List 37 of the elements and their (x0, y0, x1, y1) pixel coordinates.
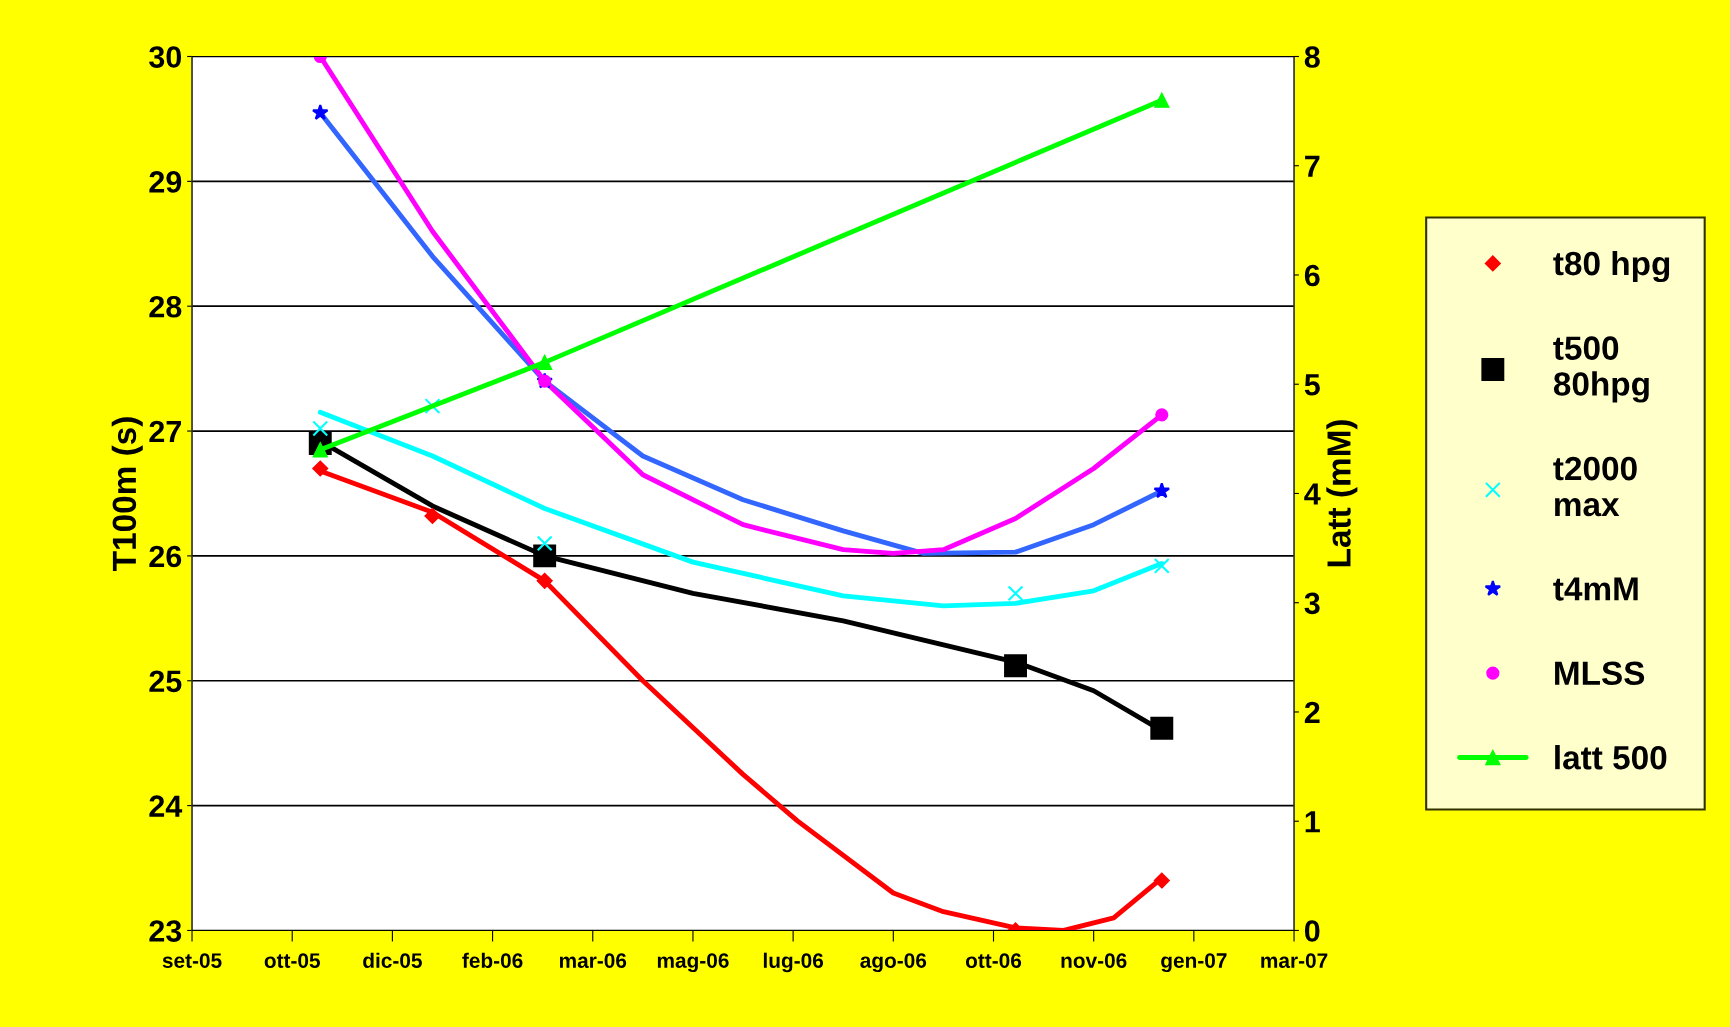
x-tick-label: feb-06 (462, 952, 523, 968)
y2-tick-label: 6 (1304, 264, 1320, 287)
x-tick-label: dic-05 (363, 952, 422, 968)
y-tick-label: 25 (149, 670, 182, 693)
y2-tick-label: 8 (1304, 46, 1320, 68)
x-tick-label: gen-07 (1161, 953, 1227, 973)
x-tick-label: mar-07 (1261, 953, 1328, 968)
legend-label: t500 80hpg (1553, 336, 1649, 403)
x-tick-label: ott-06 (965, 953, 1022, 968)
y-tick-label: 23 (149, 920, 182, 942)
legend-label: t4mM (1553, 577, 1638, 601)
legend-label: t80 hpg (1553, 250, 1670, 283)
x-tick-label: ott-05 (264, 953, 320, 968)
x-tick-label: mar-06 (559, 953, 627, 968)
x-tick-label: lug-06 (763, 952, 824, 973)
y-axis-title: T100m (s) (111, 417, 143, 571)
y2-tick-label: 7 (1305, 155, 1320, 177)
x-tick-label: set-05 (162, 953, 222, 968)
y2-tick-label: 0 (1304, 920, 1320, 942)
y2-tick-label: 2 (1304, 701, 1320, 724)
legend-label: t2000 max (1553, 456, 1637, 517)
x-tick-label: nov-06 (1061, 953, 1127, 968)
y2-tick-label: 5 (1304, 374, 1320, 396)
y-tick-label: 29 (149, 171, 182, 193)
legend-label: latt 500 (1555, 745, 1667, 770)
y2-axis-title: Latt (mM) (1326, 420, 1358, 567)
y-tick-label: 26 (149, 545, 182, 568)
x-tick-label: mag-06 (657, 953, 729, 973)
y-tick-label: 24 (149, 795, 183, 817)
y-tick-label: 27 (149, 420, 181, 443)
x-tick-label: ago-06 (860, 953, 927, 973)
y-tick-label: 30 (149, 46, 182, 68)
y2-tick-label: 4 (1304, 483, 1321, 505)
legend-label: MLSS (1555, 661, 1645, 686)
y2-tick-label: 3 (1304, 592, 1320, 615)
y2-tick-label: 1 (1305, 811, 1320, 833)
y-tick-label: 28 (149, 295, 182, 318)
